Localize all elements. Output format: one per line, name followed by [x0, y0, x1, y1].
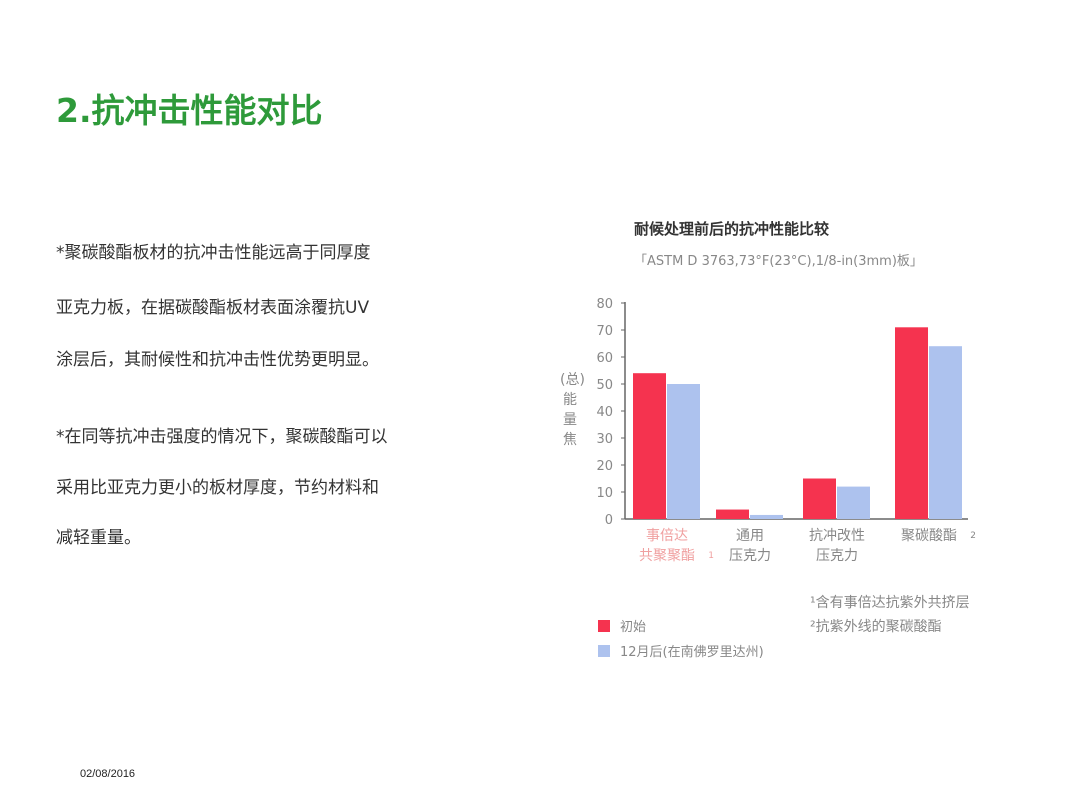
y-tick-label: 70: [596, 324, 613, 339]
bar-1-1: [750, 514, 783, 519]
body-text-line: 亚克力板，在据碳酸酯板材表面涂覆抗UV: [56, 298, 370, 318]
y-tick-label: 20: [596, 459, 613, 474]
legend-item-0: 初始: [598, 616, 646, 635]
x-tick-label: 通用 压克力: [705, 526, 795, 566]
bar-2-0: [803, 478, 836, 519]
bar-3-0: [895, 327, 928, 519]
legend-item-1: 12月后(在南佛罗里达州): [598, 641, 764, 660]
y-tick-label: 30: [596, 432, 613, 447]
x-tick-label-line: 事倍达: [646, 528, 688, 544]
x-tick-label-line: 通用: [736, 528, 764, 544]
y-tick-label: 40: [596, 405, 613, 420]
legend-swatch: [598, 620, 610, 632]
chart-title: 耐候处理前后的抗冲性能比较: [634, 220, 830, 238]
body-text-line: 涂层后，其耐候性和抗冲击性优势更明显。: [56, 350, 379, 370]
x-tick-label-line: 聚碳酸酯: [901, 528, 957, 544]
bar-3-1: [929, 346, 962, 519]
body-text-line: *在同等抗冲击强度的情况下，聚碳酸酯可以: [56, 427, 388, 447]
y-tick-label: 80: [596, 297, 613, 312]
y-tick-label: 10: [596, 486, 613, 501]
bar-1-0: [716, 509, 749, 519]
footnote-2: ²抗紫外线的聚碳酸酯: [810, 619, 942, 635]
chart-subtitle: 「ASTM D 3763,73°F(23°C),1/8-in(3mm)板」: [634, 254, 923, 269]
y-tick-label: 60: [596, 351, 613, 366]
y-tick-label: 0: [605, 513, 613, 528]
x-tick-label: 抗冲改性 压克力: [792, 526, 882, 566]
x-tick-label-line: 共聚聚酯: [639, 548, 695, 564]
legend-label: 12月后(在南佛罗里达州): [620, 645, 764, 660]
bar-2-1: [837, 486, 870, 519]
footnote-marker: 1: [708, 551, 714, 561]
footnote-1: ¹含有事倍达抗紫外共挤层: [810, 595, 970, 611]
x-tick-label-line: 压克力: [729, 548, 771, 564]
y-tick-label: 50: [596, 378, 613, 393]
legend-swatch: [598, 645, 610, 657]
bar-0-1: [667, 384, 700, 519]
footnote-marker: 2: [970, 531, 976, 541]
body-text-line: 减轻重量。: [56, 528, 141, 548]
body-text-line: *聚碳酸酯板材的抗冲击性能远高于同厚度: [56, 243, 371, 263]
slide-date: 02/08/2016: [80, 768, 136, 780]
x-tick-label-line: 压克力: [816, 548, 858, 564]
x-tick-label-line: 抗冲改性: [809, 528, 865, 544]
x-tick-label: 事倍达共聚聚酯 1: [622, 526, 714, 566]
page-title: 2.抗冲击性能对比: [56, 91, 323, 130]
legend-label: 初始: [620, 620, 647, 635]
x-tick-label: 聚碳酸酯 2: [884, 526, 976, 546]
body-text-line: 采用比亚克力更小的板材厚度，节约材料和: [56, 478, 379, 498]
bar-0-0: [633, 373, 666, 519]
y-axis-label: (总)能量焦: [560, 372, 585, 448]
